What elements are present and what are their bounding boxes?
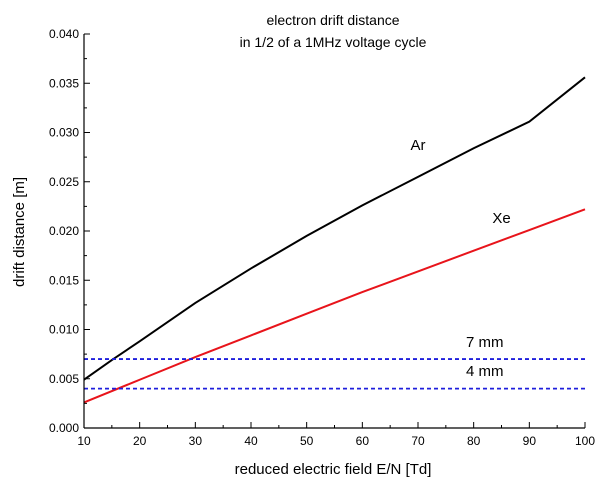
chart-title-line-1: electron drift distance <box>266 12 399 28</box>
y-tick-label: 0.025 <box>49 175 79 189</box>
y-tick-label: 0.000 <box>49 421 79 435</box>
y-tick-label: 0.005 <box>49 372 79 386</box>
x-tick-label: 60 <box>356 434 370 448</box>
y-tick-label: 0.030 <box>49 126 79 140</box>
y-tick-label: 0.015 <box>49 273 79 287</box>
series-line-xe <box>83 208 586 404</box>
series-label-4-mm: 4 mm <box>466 363 504 380</box>
y-tick-label: 0.010 <box>49 323 79 337</box>
series-label-ar: Ar <box>411 137 426 154</box>
series-label-xe: Xe <box>492 210 510 227</box>
x-tick-label: 80 <box>467 434 481 448</box>
x-tick-label: 20 <box>133 434 147 448</box>
plot-area: Ar Xe 7 mm 4 mm <box>83 76 586 404</box>
series-line-ar <box>83 76 586 381</box>
x-tick-label: 30 <box>189 434 203 448</box>
x-tick-label: 10 <box>77 434 91 448</box>
y-axis-label: drift distance [m] <box>11 177 28 287</box>
x-tick-label: 70 <box>411 434 425 448</box>
y-tick-label: 0.040 <box>49 27 79 41</box>
y-tick-label: 0.035 <box>49 76 79 90</box>
chart-title-line-2: in 1/2 of a 1MHz voltage cycle <box>240 34 427 50</box>
series-label-7-mm: 7 mm <box>466 334 504 351</box>
axes: 10 20 30 40 50 60 70 80 90 100 0.000 0.005 0.010 0.01… <box>49 27 595 448</box>
x-tick-label: 50 <box>300 434 314 448</box>
chart-title: electron drift distance in 1/2 of a 1MHz… <box>240 12 427 50</box>
y-tick-label: 0.020 <box>49 224 79 238</box>
x-tick-label: 90 <box>523 434 537 448</box>
x-tick-label: 100 <box>575 434 595 448</box>
x-axis-label: reduced electric field E/N [Td] <box>235 461 432 478</box>
x-tick-label: 40 <box>244 434 258 448</box>
